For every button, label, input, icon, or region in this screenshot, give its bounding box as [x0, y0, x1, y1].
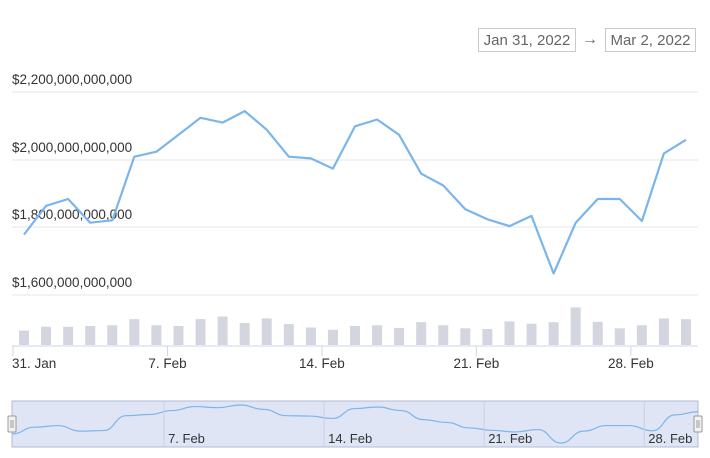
- volume-bar: [129, 319, 140, 345]
- volume-bar: [350, 326, 360, 345]
- x-axis: 31. Jan 7. Feb 14. Feb 21. Feb 28. Feb: [12, 345, 698, 371]
- volume-bar: [107, 325, 118, 345]
- price-line: [23, 110, 687, 275]
- y-tick-label: $1,600,000,000,000: [12, 275, 132, 290]
- y-axis-labels: $1,600,000,000,000$1,800,000,000,000$2,0…: [12, 72, 132, 290]
- x-tick-label: 7. Feb: [148, 356, 186, 371]
- volume-bar: [85, 326, 96, 345]
- navigator: 7. Feb 14. Feb 21. Feb 28. Feb: [7, 400, 703, 448]
- navigator-label: 28. Feb: [648, 431, 692, 446]
- navigator-label: 21. Feb: [488, 431, 532, 446]
- navigator-handle-right[interactable]: [693, 415, 703, 433]
- volume-bar: [548, 322, 559, 345]
- volume-bar: [283, 324, 294, 345]
- volume-bar: [261, 318, 272, 345]
- volume-bar: [416, 322, 427, 345]
- navigator-handle-left[interactable]: [7, 415, 17, 433]
- volume-bar: [63, 326, 74, 345]
- volume-bar: [526, 323, 537, 345]
- x-tick-label: 14. Feb: [299, 356, 345, 371]
- volume-bar: [41, 326, 52, 345]
- volume-bars: [19, 307, 691, 345]
- range-to-input[interactable]: Mar 2, 2022: [605, 28, 696, 52]
- volume-bar: [614, 328, 625, 345]
- y-tick-label: $2,000,000,000,000: [12, 140, 132, 155]
- volume-bar: [394, 327, 405, 345]
- navigator-series: [11, 404, 699, 444]
- x-tick-label: 28. Feb: [608, 356, 654, 371]
- x-tick-label: 31. Jan: [12, 356, 56, 371]
- price-points: [23, 111, 687, 274]
- volume-bar: [570, 307, 581, 345]
- volume-bar: [372, 325, 383, 345]
- volume-bar: [239, 322, 250, 345]
- volume-bar: [173, 326, 184, 345]
- volume-bar: [658, 318, 669, 345]
- volume-bar: [636, 325, 647, 345]
- volume-bar: [195, 319, 206, 345]
- volume-bar: [305, 327, 316, 345]
- y-tick-label: $2,200,000,000,000: [12, 72, 132, 87]
- volume-bar: [482, 329, 493, 345]
- volume-bar: [327, 329, 338, 345]
- volume-bar: [460, 328, 471, 345]
- range-from-input[interactable]: Jan 31, 2022: [478, 28, 576, 52]
- volume-bar: [504, 321, 515, 345]
- volume-bar: [681, 319, 691, 345]
- volume-bar: [438, 325, 449, 345]
- range-arrow-icon: →: [582, 31, 598, 48]
- volume-bar: [151, 325, 162, 345]
- volume-bar: [19, 330, 29, 345]
- grid-lines: [12, 91, 698, 296]
- volume-bar: [592, 321, 603, 345]
- navigator-label: 14. Feb: [328, 431, 372, 446]
- x-tick-label: 21. Feb: [454, 356, 500, 371]
- volume-bar: [217, 316, 228, 345]
- navigator-label: 7. Feb: [168, 431, 205, 446]
